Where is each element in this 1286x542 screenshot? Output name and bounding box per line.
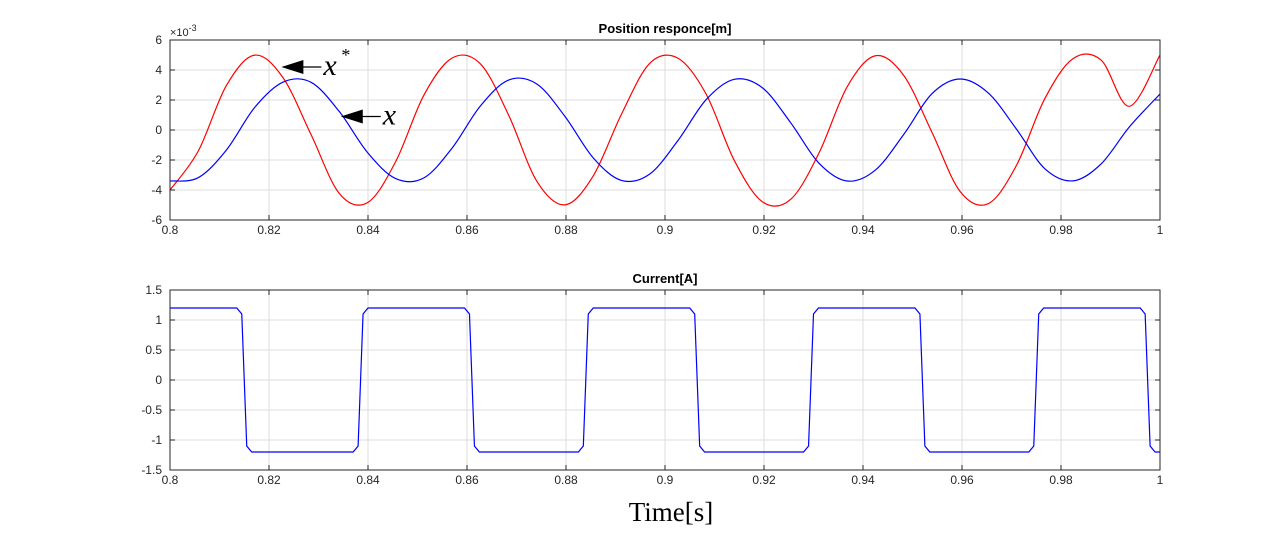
y-tick-label: 2 (155, 93, 162, 107)
x-tick-label: 0.8 (162, 223, 179, 237)
axis-ticks: 0.8 0.82 0.84 0.86 0.88 0.9 0.92 0.94 0.96 0.98 1 -… (141, 283, 1163, 487)
y-tick-label: 1.5 (145, 283, 162, 297)
x-tick-label: 0.94 (851, 473, 875, 487)
x-tick-label: 0.86 (455, 473, 479, 487)
x-tick-label: 0.8 (162, 473, 179, 487)
x-tick-label: 0.88 (554, 223, 578, 237)
x-tick-label: 0.96 (950, 223, 974, 237)
x-tick-label: 0.98 (1049, 473, 1073, 487)
annotation-arrowhead (281, 60, 304, 74)
x-tick-label: 0.82 (257, 223, 281, 237)
x-tick-label: 0.9 (657, 473, 674, 487)
annotation-label: x (322, 49, 337, 82)
current-chart: 0.8 0.82 0.84 0.86 0.88 0.9 0.92 0.94 0.96 0.98 1 -… (141, 271, 1163, 487)
y-tick-label: -1.5 (141, 463, 162, 477)
annotations: x *x (281, 45, 397, 132)
series-line-x (170, 77, 1160, 183)
x-tick-label: 0.9 (657, 223, 674, 237)
y-tick-label: 6 (155, 33, 162, 47)
position-chart: 0.8 0.82 0.84 0.86 0.88 0.9 0.92 0.94 0.96 0.98 1 -… (151, 21, 1163, 237)
x-tick-label: 0.88 (554, 473, 578, 487)
x-tick-label: 0.96 (950, 473, 974, 487)
series-line-i (170, 307, 1160, 453)
y-tick-label: -4 (151, 183, 162, 197)
x-tick-label: 0.84 (356, 223, 380, 237)
annotation-superscript: * (341, 45, 350, 65)
y-tick-label: 0.5 (145, 343, 162, 357)
x-tick-label: 0.92 (752, 473, 776, 487)
y-tick-label: 0 (155, 123, 162, 137)
annotation-arrowhead (340, 109, 363, 124)
y-tick-label: -0.5 (141, 403, 162, 417)
x-axis-label: Time[s] (629, 497, 714, 527)
y-exponent-label: ×10-3 (170, 23, 197, 39)
x-tick-label: 1 (1157, 473, 1164, 487)
x-tick-label: 0.86 (455, 223, 479, 237)
series-lines (170, 53, 1160, 207)
chart-title: Position responce[m] (599, 21, 732, 36)
x-tick-label: 0.94 (851, 223, 875, 237)
axis-ticks: 0.8 0.82 0.84 0.86 0.88 0.9 0.92 0.94 0.96 0.98 1 -… (151, 33, 1163, 237)
y-tick-label: -6 (151, 213, 162, 227)
chart-title: Current[A] (633, 271, 698, 286)
y-tick-label: 4 (155, 63, 162, 77)
series-line-x* (170, 53, 1160, 207)
y-tick-label: -2 (151, 153, 162, 167)
x-tick-label: 1 (1157, 223, 1164, 237)
y-tick-label: -1 (151, 433, 162, 447)
x-tick-label: 0.98 (1049, 223, 1073, 237)
x-tick-label: 0.92 (752, 223, 776, 237)
x-tick-label: 0.82 (257, 473, 281, 487)
annotation-label: x (382, 99, 397, 132)
series-lines (170, 307, 1160, 453)
x-tick-label: 0.84 (356, 473, 380, 487)
y-tick-label: 0 (155, 373, 162, 387)
y-tick-label: 1 (155, 313, 162, 327)
